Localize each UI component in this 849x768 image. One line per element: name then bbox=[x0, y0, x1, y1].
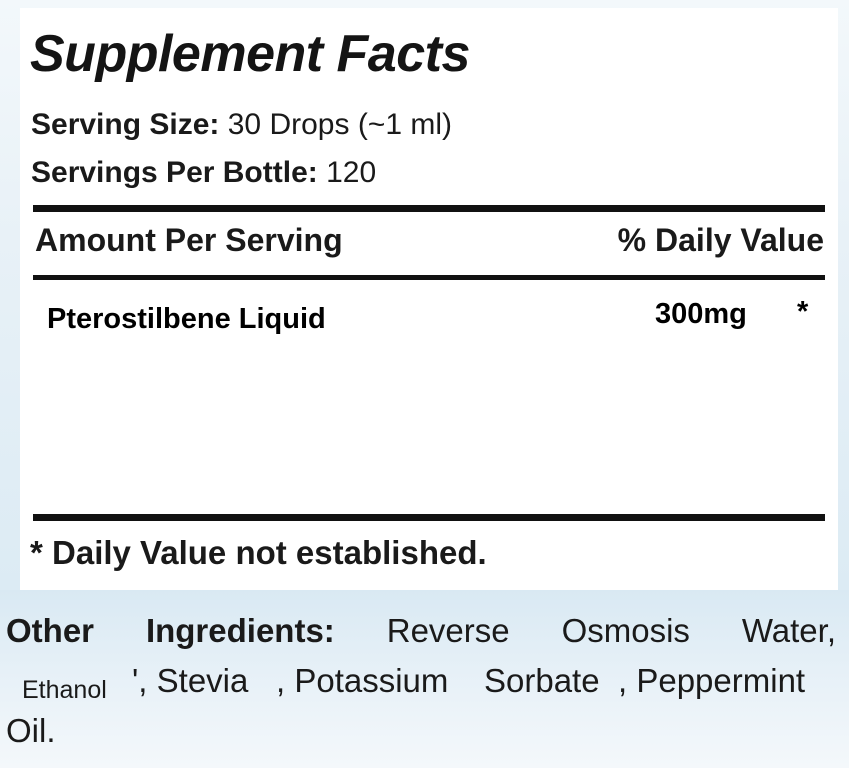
ingredient-stevia: ', Stevia bbox=[132, 662, 249, 699]
ingredient-peppermint: , Peppermint bbox=[618, 662, 806, 699]
ingredient-word: Osmosis bbox=[561, 612, 690, 649]
ingredient-amount: 300mg bbox=[655, 298, 747, 330]
ingredient-ethanol: Ethanol bbox=[22, 676, 107, 704]
serving-size: Serving Size: 30 Drops (~1 ml) bbox=[31, 108, 452, 142]
servings-per-bottle-label: Servings Per Bottle: bbox=[31, 156, 318, 189]
other-ingredients-label-word-1: Other bbox=[6, 612, 95, 649]
other-ingredients-line-3: Oil. bbox=[6, 712, 56, 749]
column-header-daily-value: % Daily Value bbox=[617, 222, 824, 258]
panel-title: Supplement Facts bbox=[30, 25, 470, 83]
supplement-facts-panel bbox=[20, 8, 838, 590]
daily-value-footnote: * Daily Value not established. bbox=[30, 534, 487, 571]
serving-size-label: Serving Size: bbox=[31, 108, 220, 141]
other-ingredients-line-1: Other Ingredients: Reverse Osmosis Water… bbox=[6, 612, 836, 650]
other-ingredients-label-word-2: Ingredients: bbox=[145, 612, 335, 649]
ingredient-potassium: , Potassium bbox=[276, 662, 449, 699]
servings-per-bottle: Servings Per Bottle: 120 bbox=[31, 156, 376, 190]
ingredient-daily-value: * bbox=[797, 296, 809, 328]
serving-size-value: 30 Drops (~1 ml) bbox=[227, 108, 452, 141]
divider-thick-top bbox=[33, 205, 825, 212]
divider-header bbox=[33, 275, 825, 280]
ingredient-word: Water, bbox=[741, 612, 836, 649]
ingredient-name: Pterostilbene Liquid bbox=[47, 303, 326, 335]
divider-thick-bottom bbox=[33, 514, 825, 521]
servings-per-bottle-value: 120 bbox=[326, 156, 377, 189]
background-bottom bbox=[0, 590, 849, 768]
ingredient-word: Reverse bbox=[386, 612, 510, 649]
column-header-amount: Amount Per Serving bbox=[35, 222, 343, 258]
ingredient-sorbate: Sorbate bbox=[484, 662, 600, 699]
